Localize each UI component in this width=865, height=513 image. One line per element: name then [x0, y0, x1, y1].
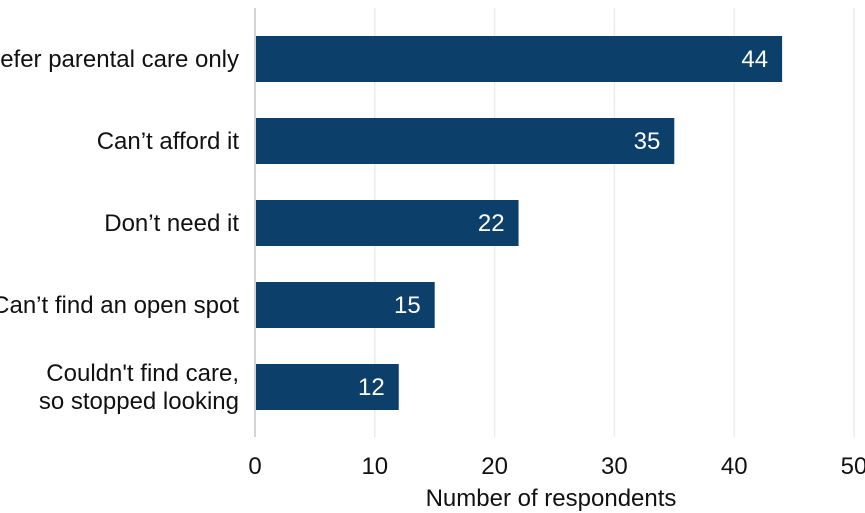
bar-5: [255, 364, 399, 410]
bar-2: [255, 118, 675, 164]
data-label-3: 22: [478, 210, 505, 237]
x-tick-label-10: 10: [361, 453, 388, 480]
x-tick-label-30: 30: [601, 453, 628, 480]
category-label-5: Couldn't find care, so stopped looking: [39, 360, 239, 415]
data-label-1: 44: [741, 46, 768, 73]
bar-3: [255, 200, 519, 246]
bar-4: [255, 282, 435, 328]
data-label-4: 15: [394, 292, 421, 319]
category-label-3: Don’t need it: [104, 210, 239, 237]
x-tick-labels: 0 10 20 30 40 50: [248, 453, 865, 480]
category-labels: Prefer parental care only Can’t afford it…: [0, 46, 239, 415]
data-label-5: 12: [358, 374, 385, 401]
category-label-2: Can’t afford it: [97, 128, 240, 155]
bar-1: [255, 36, 783, 82]
bars: 44 35 22 15 12: [255, 36, 783, 410]
x-tick-label-50: 50: [841, 453, 865, 480]
x-axis-title: Number of respondents: [426, 485, 677, 512]
data-label-2: 35: [634, 128, 661, 155]
x-tick-label-0: 0: [248, 453, 261, 480]
category-label-4: Can’t find an open spot: [0, 292, 239, 319]
x-tick-label-40: 40: [721, 453, 748, 480]
x-tick-label-20: 20: [481, 453, 508, 480]
category-label-1: Prefer parental care only: [0, 46, 239, 73]
